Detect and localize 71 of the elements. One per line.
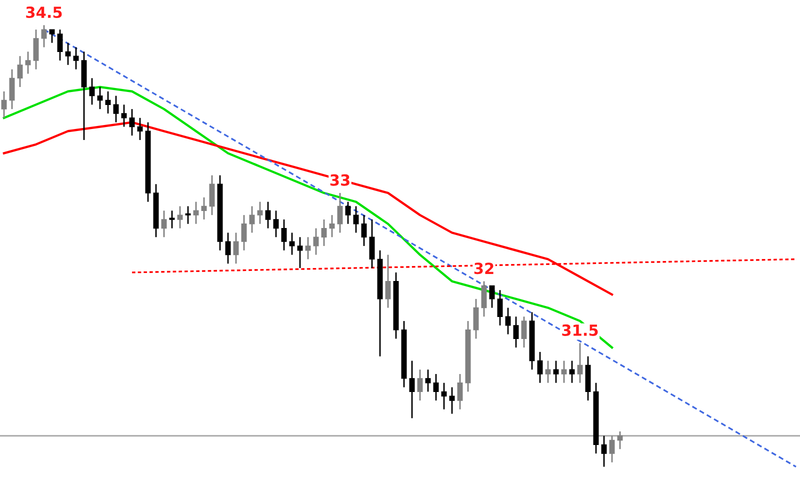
annotation: 33 — [330, 174, 350, 186]
candlestick — [177, 206, 183, 229]
candlestick — [617, 430, 623, 450]
candlestick — [113, 95, 119, 124]
candlestick — [1, 90, 7, 119]
candlestick — [49, 28, 55, 44]
candlestick — [137, 117, 143, 141]
candlestick — [337, 192, 343, 234]
candlestick — [193, 201, 199, 225]
candlestick — [281, 218, 287, 252]
candlestick — [609, 435, 615, 464]
candlestick — [297, 236, 303, 269]
candlestick — [313, 228, 319, 256]
candlestick — [505, 307, 511, 335]
candlestick — [353, 206, 359, 234]
candlestick — [209, 174, 215, 216]
candlestick — [41, 24, 47, 48]
candlestick — [601, 435, 607, 468]
candlestick — [233, 232, 239, 264]
candlestick — [545, 360, 551, 384]
candlestick — [25, 50, 31, 74]
candlestick — [553, 360, 559, 384]
annotation: 34.5 — [26, 6, 62, 18]
candlestick — [105, 90, 111, 114]
candlestick — [161, 210, 167, 238]
candlestick — [409, 360, 415, 419]
candlestick — [73, 46, 79, 70]
candlestick — [305, 236, 311, 260]
candlestick — [273, 210, 279, 238]
candlestick — [537, 351, 543, 384]
annotation: 32 — [474, 262, 494, 274]
candlestick — [561, 360, 567, 384]
candlestick — [489, 285, 495, 308]
candlestick — [129, 108, 135, 136]
candlestick — [433, 373, 439, 402]
candlestick — [65, 42, 71, 66]
candlestick — [225, 232, 231, 264]
candlestick — [385, 254, 391, 308]
candlestick — [57, 28, 63, 62]
annotation: 31.5 — [562, 324, 598, 336]
candlestick — [577, 342, 583, 384]
candlestick — [481, 280, 487, 318]
candlestick — [33, 28, 39, 70]
candlestick — [521, 316, 527, 348]
candlestick — [361, 214, 367, 247]
candlestick — [417, 368, 423, 402]
candlestick — [449, 386, 455, 414]
candlestick — [329, 214, 335, 238]
candlestick — [321, 218, 327, 247]
candlestick — [441, 382, 447, 410]
candlestick — [169, 210, 175, 229]
candlestick — [289, 232, 295, 256]
candlestick — [185, 206, 191, 225]
candlestick — [369, 218, 375, 269]
candlestick — [257, 201, 263, 225]
candlestick — [249, 206, 255, 234]
candlestick — [497, 289, 503, 326]
candlestick — [121, 104, 127, 128]
candlestick — [457, 373, 463, 410]
candlestick — [17, 55, 23, 88]
candlestick — [97, 86, 103, 110]
candlestick — [241, 214, 247, 252]
candlestick — [89, 77, 95, 106]
candlestick — [513, 316, 519, 348]
candlestick — [569, 360, 575, 384]
candlestick — [345, 201, 351, 225]
candlestick — [201, 196, 207, 220]
candlestick — [9, 68, 15, 110]
candlestick — [265, 201, 271, 229]
candlestick — [473, 298, 479, 340]
candlestick — [425, 368, 431, 392]
